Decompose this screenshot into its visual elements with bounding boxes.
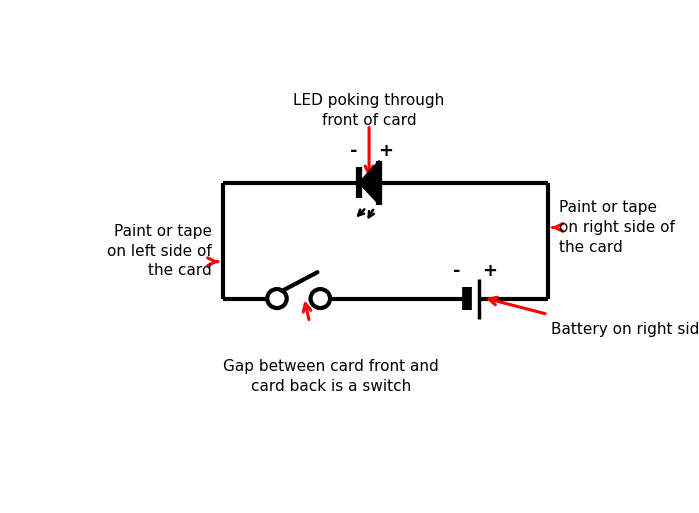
Text: -: - xyxy=(350,142,357,160)
Text: LED poking through
front of card: LED poking through front of card xyxy=(294,93,445,128)
Text: Paint or tape
on left side of
the card: Paint or tape on left side of the card xyxy=(107,224,212,279)
Text: Paint or tape
on right side of
the card: Paint or tape on right side of the card xyxy=(559,200,675,255)
Text: Battery on right side: Battery on right side xyxy=(551,322,699,337)
Text: -: - xyxy=(453,262,461,280)
Polygon shape xyxy=(359,161,380,205)
Text: +: + xyxy=(378,142,394,160)
Text: +: + xyxy=(482,262,497,280)
Text: Gap between card front and
card back is a switch: Gap between card front and card back is … xyxy=(223,359,439,394)
